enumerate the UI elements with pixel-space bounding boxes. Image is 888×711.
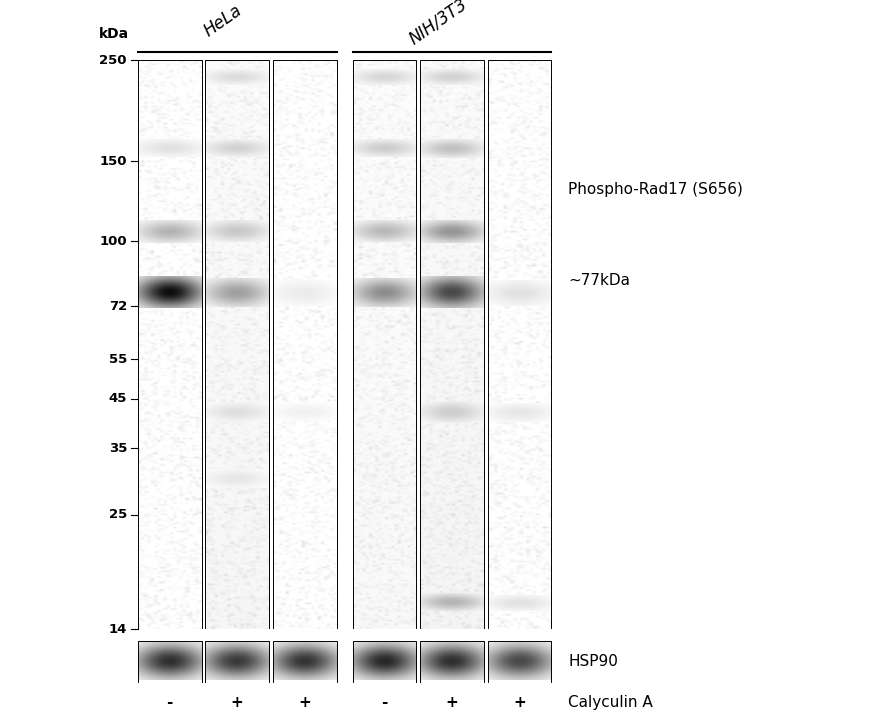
- Text: NIH/3T3: NIH/3T3: [406, 0, 471, 48]
- Text: 250: 250: [99, 54, 127, 67]
- Bar: [420, 641, 484, 683]
- Text: 14: 14: [108, 623, 127, 636]
- Text: +: +: [298, 695, 311, 710]
- Text: -: -: [381, 695, 388, 710]
- Text: +: +: [446, 695, 458, 710]
- Text: 150: 150: [99, 155, 127, 168]
- Text: 45: 45: [108, 392, 127, 405]
- Text: ~77kDa: ~77kDa: [568, 273, 630, 288]
- Text: -: -: [166, 695, 173, 710]
- Bar: [138, 60, 202, 629]
- Text: 100: 100: [99, 235, 127, 247]
- Bar: [420, 60, 484, 629]
- Bar: [273, 60, 337, 629]
- Bar: [205, 641, 269, 683]
- Text: 55: 55: [108, 353, 127, 365]
- Text: +: +: [231, 695, 243, 710]
- Bar: [138, 641, 202, 683]
- Bar: [273, 641, 337, 683]
- Bar: [205, 60, 269, 629]
- Text: Calyculin A: Calyculin A: [568, 695, 653, 710]
- Bar: [353, 641, 416, 683]
- Bar: [488, 641, 551, 683]
- Text: 72: 72: [108, 299, 127, 313]
- Text: HSP90: HSP90: [568, 654, 618, 670]
- Text: HeLa: HeLa: [201, 1, 245, 41]
- Text: +: +: [513, 695, 526, 710]
- Text: Phospho-Rad17 (S656): Phospho-Rad17 (S656): [568, 182, 743, 197]
- Text: 35: 35: [108, 442, 127, 455]
- Bar: [353, 60, 416, 629]
- Text: kDa: kDa: [99, 26, 129, 41]
- Bar: [488, 60, 551, 629]
- Text: 25: 25: [108, 508, 127, 521]
